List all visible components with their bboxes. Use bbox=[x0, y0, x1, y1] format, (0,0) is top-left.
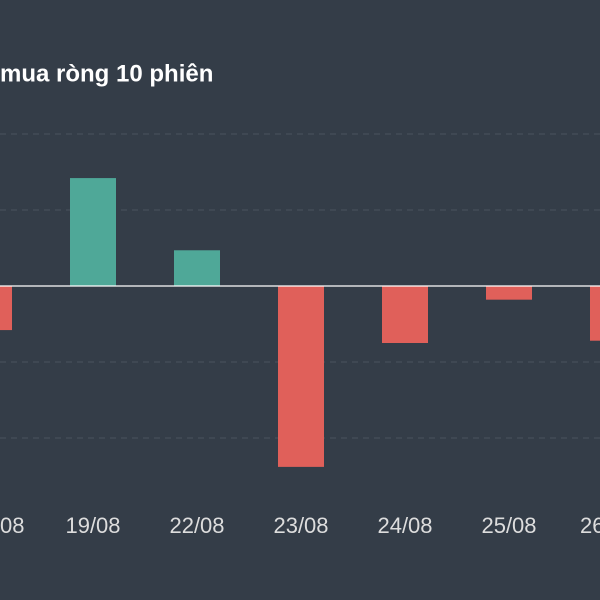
x-tick-label: 24/08 bbox=[377, 513, 432, 538]
x-tick-label: 19/08 bbox=[65, 513, 120, 538]
x-tick-label: 22/08 bbox=[169, 513, 224, 538]
bar bbox=[0, 286, 12, 331]
bar bbox=[70, 178, 116, 286]
bar bbox=[174, 250, 220, 286]
x-tick-label: 08 bbox=[0, 513, 24, 538]
chart-title: mua ròng 10 phiên bbox=[0, 60, 213, 87]
x-tick-label: 23/08 bbox=[273, 513, 328, 538]
bar bbox=[382, 286, 428, 343]
x-tick-label: 26 bbox=[580, 513, 600, 538]
bar bbox=[278, 286, 324, 467]
bar bbox=[590, 286, 600, 341]
x-tick-label: 25/08 bbox=[481, 513, 536, 538]
bar bbox=[486, 286, 532, 300]
